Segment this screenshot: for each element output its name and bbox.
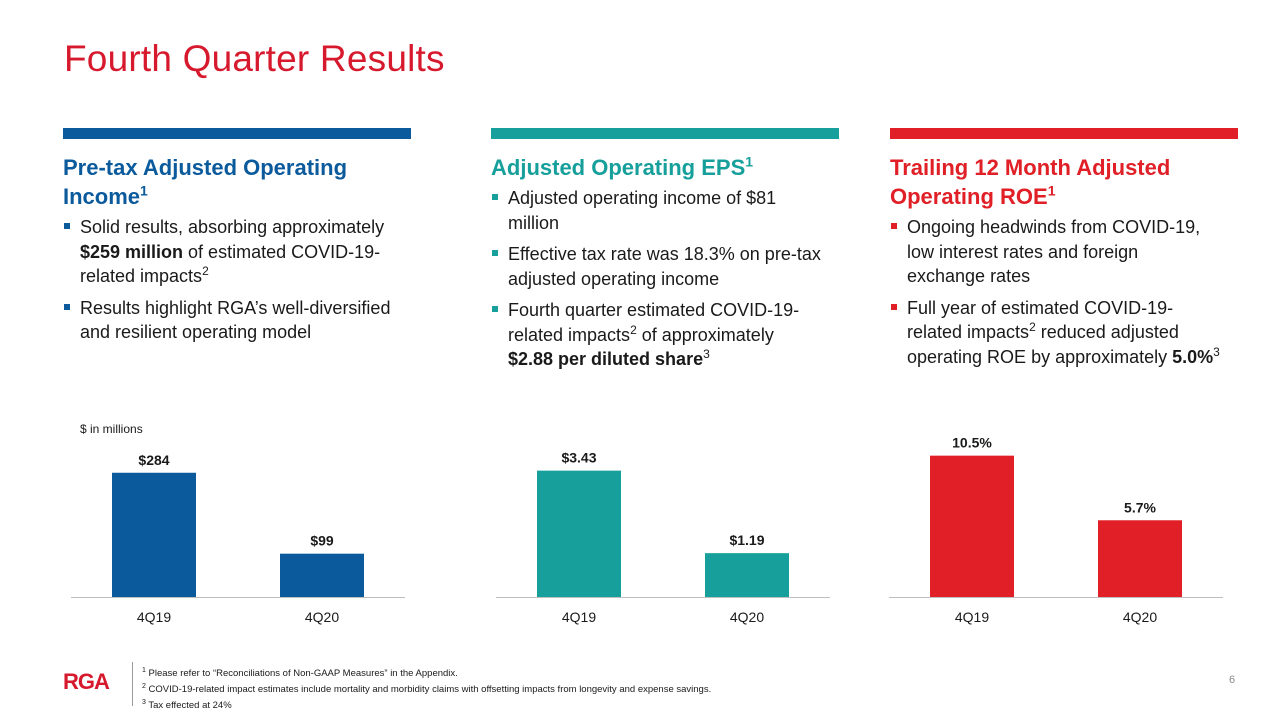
bar-4q19 xyxy=(930,455,1014,597)
footnote-ref: 3 xyxy=(1213,344,1220,359)
heading-text: Pre-tax Adjusted Operating Income xyxy=(63,155,348,209)
bullet-item: Ongoing headwinds from COVID-19, low int… xyxy=(890,215,1220,289)
footnote-text: COVID-19-related impact estimates includ… xyxy=(145,684,712,696)
bullet-text: reduced adjusted operating ROE by approx… xyxy=(907,322,1179,367)
bullet-list: Adjusted operating income of $81 million… xyxy=(491,186,839,372)
data-label: $1.19 xyxy=(729,532,764,548)
bullet-square-icon xyxy=(492,250,498,256)
bullet-square-icon xyxy=(64,303,70,310)
heading-text: Trailing 12 Month Adjusted Operating ROE xyxy=(890,155,1171,209)
column-heading: Adjusted Operating EPS1 xyxy=(491,153,839,182)
bullet-square-icon xyxy=(64,223,70,229)
bullet-list: Ongoing headwinds from COVID-19, low int… xyxy=(890,215,1238,369)
heading-footnote-ref: 1 xyxy=(140,182,148,199)
accent-bar-teal xyxy=(491,128,839,139)
data-label: 10.5% xyxy=(952,435,992,451)
x-tick-label: 4Q20 xyxy=(305,609,339,625)
bullet-bold-text: $259 million xyxy=(80,241,184,262)
column-trailing-roe: Trailing 12 Month Adjusted Operating ROE… xyxy=(890,128,1238,376)
footnote-ref: 2 xyxy=(1029,320,1036,334)
bullet-bold-text: 5.0% xyxy=(1172,346,1214,367)
footer-divider xyxy=(132,662,133,706)
chart-pretax-income: $284 4Q19 $99 4Q20 xyxy=(71,400,405,640)
bullet-text: Ongoing headwinds from COVID-19, low int… xyxy=(907,217,1201,286)
chart-svg: $284 4Q19 $99 4Q20 xyxy=(71,452,405,625)
footnote-number: 1 xyxy=(142,667,146,674)
bullet-bold-text: $2.88 per diluted share xyxy=(508,349,704,369)
footnote-line: 3 Tax effected at 24% xyxy=(142,696,711,712)
footnote-text: Please refer to “Reconciliations of Non-… xyxy=(145,668,458,680)
accent-bar-blue xyxy=(63,128,411,139)
data-label: $284 xyxy=(138,452,169,468)
bullet-text: of estimated COVID-19-related impacts xyxy=(80,241,381,287)
bar-4q19 xyxy=(537,470,621,597)
bullet-text: Full year of estimated COVID-19-related … xyxy=(907,297,1174,343)
bar-4q20 xyxy=(280,553,364,597)
rga-logo: RGA xyxy=(63,670,111,692)
bullet-item: Full year of estimated COVID-19-related … xyxy=(890,296,1220,370)
data-label: 5.7% xyxy=(1124,499,1156,515)
footnotes: 1 Please refer to “Reconciliations of No… xyxy=(142,664,711,712)
footnote-ref: 2 xyxy=(630,322,637,337)
footnote-line: 1 Please refer to “Reconciliations of No… xyxy=(142,664,711,680)
x-tick-label: 4Q19 xyxy=(955,609,989,625)
bullet-text: Results highlight RGA’s well-diversified… xyxy=(80,297,391,343)
bullet-item: Effective tax rate was 18.3% on pre-tax … xyxy=(491,242,821,291)
x-tick-label: 4Q20 xyxy=(730,609,764,625)
bullet-text: of approximately xyxy=(636,324,774,345)
units-label: $ in millions xyxy=(80,422,143,436)
bullet-item: Adjusted operating income of $81 million xyxy=(491,186,821,235)
bar-4q20 xyxy=(705,553,789,597)
bullet-text: Fourth quarter estimated COVID-19-relate… xyxy=(508,300,800,345)
bullet-item: Results highlight RGA’s well-diversified… xyxy=(63,296,393,345)
footnote-number: 2 xyxy=(142,683,146,691)
bullet-square-icon xyxy=(492,306,498,312)
bullet-text: Effective tax rate was 18.3% on pre-tax … xyxy=(508,244,821,289)
heading-text: Adjusted Operating EPS xyxy=(491,155,746,180)
bullet-square-icon xyxy=(891,223,897,229)
footnote-number: 3 xyxy=(142,699,146,707)
data-label: $99 xyxy=(310,533,334,549)
bar-4q20 xyxy=(1098,520,1182,597)
chart-svg: $3.43 4Q19 $1.19 4Q20 xyxy=(496,450,830,625)
page-title: Fourth Quarter Results xyxy=(64,38,445,79)
x-tick-label: 4Q20 xyxy=(1123,609,1157,625)
column-pretax-income: Pre-tax Adjusted Operating Income1 Solid… xyxy=(63,128,411,352)
heading-footnote-ref: 1 xyxy=(745,153,754,170)
bullet-square-icon xyxy=(891,303,897,310)
bullet-list: Solid results, absorbing approximately $… xyxy=(63,215,411,345)
footnote-ref: 2 xyxy=(202,264,209,278)
heading-footnote-ref: 1 xyxy=(1047,182,1056,199)
chart-trailing-roe: 10.5% 4Q19 5.7% 4Q20 xyxy=(889,400,1223,640)
column-heading: Pre-tax Adjusted Operating Income1 xyxy=(63,153,411,211)
footnote-text: Tax effected at 24% xyxy=(145,700,232,712)
bullet-item: Fourth quarter estimated COVID-19-relate… xyxy=(491,298,821,372)
bullet-item: Solid results, absorbing approximately $… xyxy=(63,215,393,289)
chart-adjusted-eps: $3.43 4Q19 $1.19 4Q20 xyxy=(496,400,830,640)
column-adjusted-eps: Adjusted Operating EPS1 Adjusted operati… xyxy=(491,128,839,379)
x-tick-label: 4Q19 xyxy=(562,609,596,625)
bullet-text: Solid results, absorbing approximately xyxy=(80,217,385,237)
x-tick-label: 4Q19 xyxy=(137,609,171,625)
footnote-line: 2 COVID-19-related impact estimates incl… xyxy=(142,680,711,696)
column-heading: Trailing 12 Month Adjusted Operating ROE… xyxy=(890,153,1238,211)
footnote-ref: 3 xyxy=(703,347,710,361)
page-number: 6 xyxy=(1229,674,1236,686)
logo-text: RGA xyxy=(63,670,110,692)
bar-4q19 xyxy=(112,472,196,597)
data-label: $3.43 xyxy=(561,450,596,466)
bullet-square-icon xyxy=(492,194,498,200)
chart-svg: 10.5% 4Q19 5.7% 4Q20 xyxy=(889,435,1223,625)
accent-bar-red xyxy=(890,128,1238,139)
bullet-text: Adjusted operating income of $81 million xyxy=(508,188,777,233)
